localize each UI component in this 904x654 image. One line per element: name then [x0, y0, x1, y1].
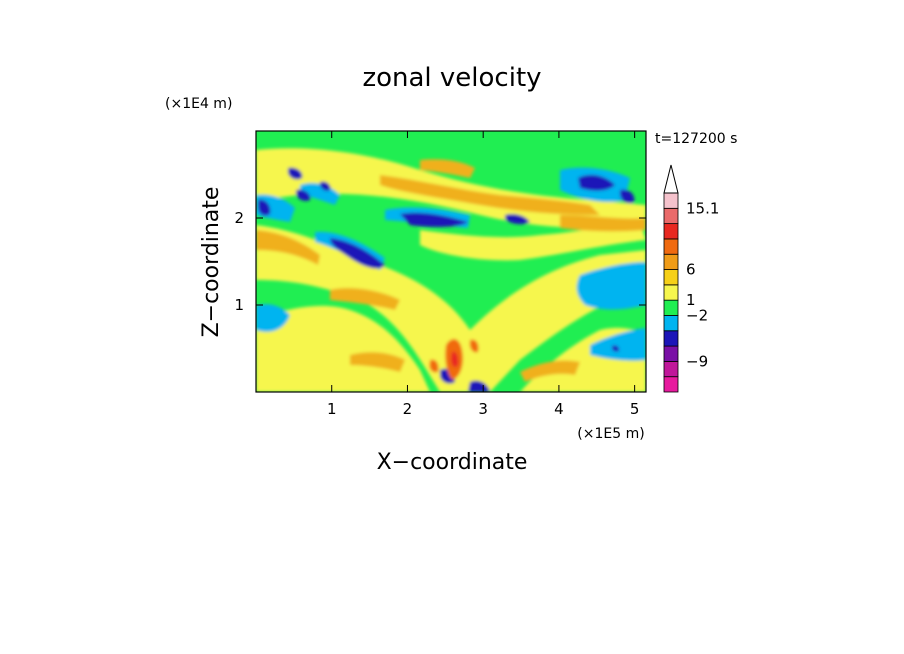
y-tick-label: 2	[234, 209, 244, 227]
blue-cell-5	[620, 189, 635, 204]
band-orange-top	[380, 175, 600, 215]
cyan-left-mid	[256, 304, 290, 332]
x-tick-label: 5	[630, 400, 640, 418]
blue-cell-1	[330, 238, 385, 269]
x-tick-label: 2	[403, 400, 413, 418]
y-axis-label: Z−coordinate	[199, 187, 224, 338]
band-orange-bottom-right	[520, 360, 580, 382]
band-orange-low	[350, 352, 405, 372]
colorbar-swatch	[663, 207, 679, 225]
blue-cell-9	[505, 213, 530, 225]
colorbar-swatch	[663, 315, 679, 332]
colorbar-label: 15.1	[686, 199, 719, 217]
x-unit-label: (×1E5 m)	[577, 426, 644, 442]
y-tick-label: 1	[234, 296, 244, 314]
blue-cell-12	[612, 345, 620, 352]
colorbar-swatch	[663, 238, 679, 255]
cyan-right	[576, 262, 646, 310]
blue-cell-7	[320, 181, 331, 191]
colorbar-label: 6	[686, 261, 696, 279]
y-unit-label: (×1E4 m)	[165, 96, 232, 112]
contour-shapes	[256, 148, 646, 392]
contour-field	[256, 131, 646, 392]
colorbar-swatch	[663, 330, 679, 347]
plot-frame	[255, 130, 647, 393]
blue-cell-2	[400, 212, 468, 227]
colorbar-label: 1	[686, 291, 696, 309]
colorbar-swatch	[663, 192, 679, 209]
red-core-2	[451, 351, 459, 368]
time-label: t=127200 s	[655, 131, 737, 147]
colorbar-swatch	[663, 345, 679, 362]
blue-cell-8	[296, 189, 311, 201]
band-orange-left	[256, 230, 320, 265]
band-orange-mid	[330, 288, 400, 310]
colorbar-swatch	[663, 269, 679, 286]
x-axis-label: X−coordinate	[377, 450, 528, 475]
chart-title: zonal velocity	[362, 63, 541, 93]
blue-cell-10	[468, 380, 490, 392]
colorbar-swatch	[663, 299, 679, 316]
colorbar: 15.1 6 1−2 −9	[663, 164, 719, 393]
blue-cell-6	[288, 167, 303, 180]
y-axis-ticks: 12	[234, 209, 646, 314]
colorbar-swatch	[663, 284, 679, 301]
band-mid-yellow	[256, 225, 646, 392]
orange-spot-2	[429, 359, 439, 373]
x-tick-label: 3	[478, 400, 488, 418]
blue-cell-3	[258, 199, 271, 216]
colorbar-swatch	[663, 360, 679, 378]
colorbar-label: −9	[686, 352, 708, 370]
band-lower-yellow	[256, 305, 430, 392]
colorbar-max-arrow	[663, 164, 679, 194]
band-orange-right	[560, 215, 646, 232]
x-tick-label: 1	[327, 400, 337, 418]
colorbar-swatch	[663, 376, 679, 393]
cyan-lower-right	[590, 328, 646, 361]
blue-cell-4	[578, 174, 615, 191]
x-tick-label: 4	[554, 400, 564, 418]
band-orange-upper-mid	[420, 159, 475, 178]
orange-spot	[469, 339, 479, 353]
colorbar-label: −2	[686, 306, 708, 324]
colorbar-swatch	[663, 253, 679, 270]
colorbar-swatch	[663, 223, 679, 240]
band-yellow-center	[420, 222, 646, 261]
x-axis-ticks: 1 2 3 4 5	[327, 131, 639, 418]
